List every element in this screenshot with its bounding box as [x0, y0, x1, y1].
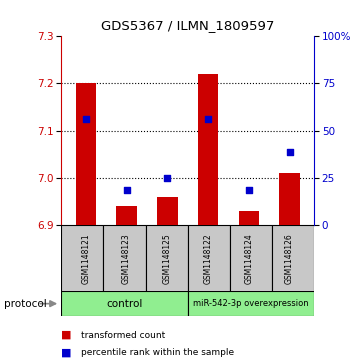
Text: ■: ■	[61, 348, 72, 358]
Bar	[279, 173, 300, 225]
Point	[83, 116, 89, 122]
Text: GSM1148126: GSM1148126	[285, 233, 294, 284]
Bar	[61, 291, 188, 316]
Bar	[145, 225, 188, 292]
Bar	[104, 225, 145, 292]
Bar	[272, 225, 314, 292]
Bar	[157, 197, 178, 225]
Bar	[239, 211, 259, 225]
Point	[205, 116, 211, 122]
Point	[246, 187, 252, 192]
Text: GSM1148123: GSM1148123	[122, 233, 131, 284]
Text: protocol: protocol	[4, 299, 46, 309]
Text: miR-542-3p overexpression: miR-542-3p overexpression	[193, 299, 309, 308]
Text: control: control	[106, 299, 143, 309]
Bar	[230, 225, 272, 292]
Text: percentile rank within the sample: percentile rank within the sample	[81, 348, 234, 357]
Point	[124, 187, 130, 192]
Text: GSM1148122: GSM1148122	[204, 233, 213, 284]
Point	[165, 175, 170, 181]
Bar	[198, 74, 218, 225]
Bar	[61, 225, 104, 292]
Text: GSM1148124: GSM1148124	[244, 233, 253, 284]
Point	[287, 149, 292, 155]
Text: ■: ■	[61, 330, 72, 340]
Text: GSM1148125: GSM1148125	[163, 233, 172, 284]
Bar	[188, 291, 314, 316]
Bar	[188, 225, 230, 292]
Text: GSM1148121: GSM1148121	[81, 233, 90, 284]
Title: GDS5367 / ILMN_1809597: GDS5367 / ILMN_1809597	[101, 19, 274, 32]
Bar	[116, 206, 137, 225]
Text: transformed count: transformed count	[81, 331, 165, 339]
Bar	[76, 83, 96, 225]
